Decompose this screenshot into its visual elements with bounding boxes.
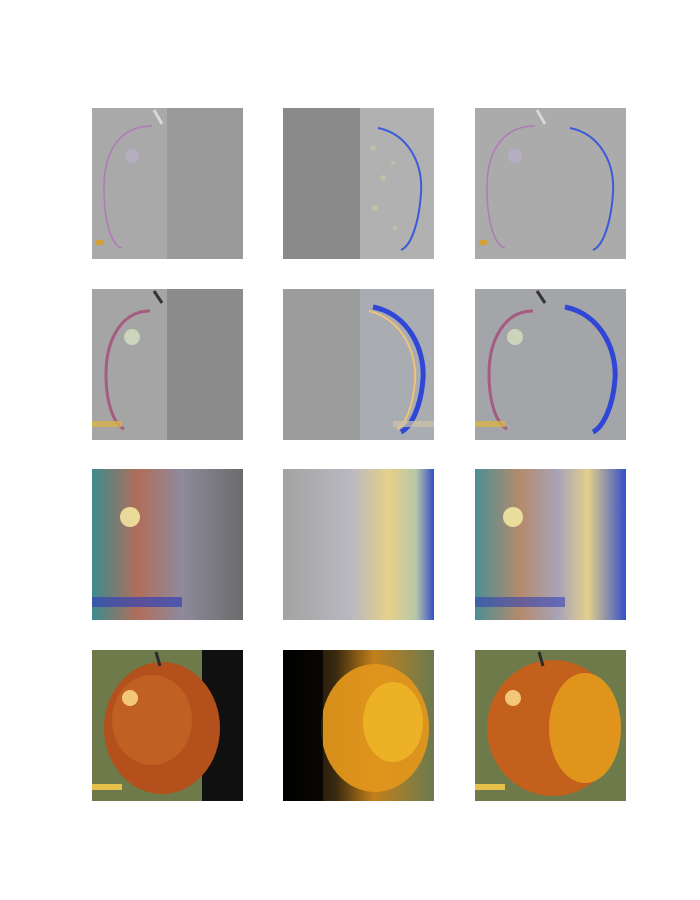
- panel-blur-orange-half: [283, 469, 434, 620]
- panel-orange-half: [283, 650, 434, 801]
- panel-coarse-orange-half: [283, 289, 434, 440]
- panel-coarse-apple-half: [92, 289, 243, 440]
- coarse-apple-half-image: [92, 289, 243, 440]
- panel-fine-apple-half: [92, 108, 243, 259]
- apple-half-image: [92, 650, 243, 801]
- panel-coarse-blended: [475, 289, 626, 440]
- fine-orange-half-image: [283, 108, 434, 259]
- coarse-orange-half-image: [283, 289, 434, 440]
- orange-half-image: [283, 650, 434, 801]
- blur-blended-image: [475, 469, 626, 620]
- blended-image: [475, 650, 626, 801]
- blur-apple-half-image: [92, 469, 243, 620]
- blur-orange-half-image: [283, 469, 434, 620]
- fine-blended-image: [475, 108, 626, 259]
- panel-fine-blended: [475, 108, 626, 259]
- panel-apple-half: [92, 650, 243, 801]
- panel-blur-apple-half: [92, 469, 243, 620]
- fine-apple-half-image: [92, 108, 243, 259]
- coarse-blended-image: [475, 289, 626, 440]
- panel-fine-orange-half: [283, 108, 434, 259]
- panel-blended: [475, 650, 626, 801]
- panel-blur-blended: [475, 469, 626, 620]
